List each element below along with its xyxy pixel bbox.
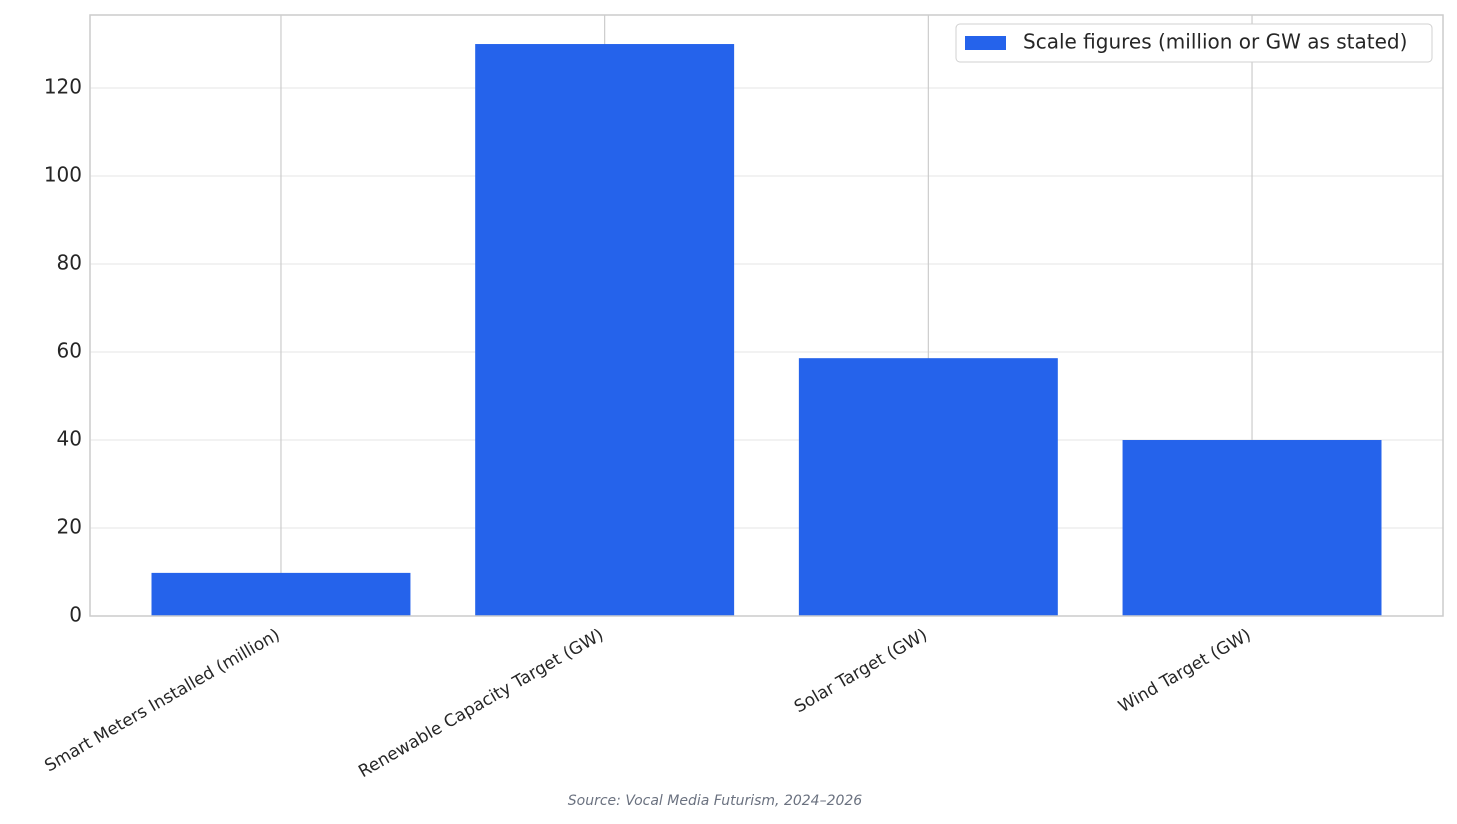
legend-swatch: [965, 36, 1006, 50]
bar: [798, 358, 1058, 616]
y-tick-label: 100: [44, 163, 82, 187]
y-tick-label: 60: [57, 339, 82, 363]
x-tick-label: Solar Target (GW): [791, 625, 931, 717]
bar: [1122, 440, 1382, 616]
y-tick-label: 20: [57, 515, 82, 539]
legend: Scale figures (million or GW as stated): [955, 23, 1433, 63]
legend-label: Scale figures (million or GW as stated): [1023, 30, 1407, 54]
plot-frame: [89, 14, 1444, 617]
bar: [151, 572, 411, 616]
x-tick-label: Wind Target (GW): [1115, 625, 1254, 717]
legend-box: [955, 23, 1433, 63]
y-tick-label: 120: [44, 75, 82, 99]
y-tick-label: 0: [69, 603, 82, 627]
y-tick-label: 40: [57, 427, 82, 451]
source-note: Source: Vocal Media Futurism, 2024–2026: [568, 793, 863, 809]
x-tick-label: Smart Meters Installed (million): [41, 625, 283, 776]
bar: [475, 44, 735, 616]
x-tick-label: Renewable Capacity Target (GW): [355, 625, 607, 782]
y-tick-label: 80: [57, 251, 82, 275]
